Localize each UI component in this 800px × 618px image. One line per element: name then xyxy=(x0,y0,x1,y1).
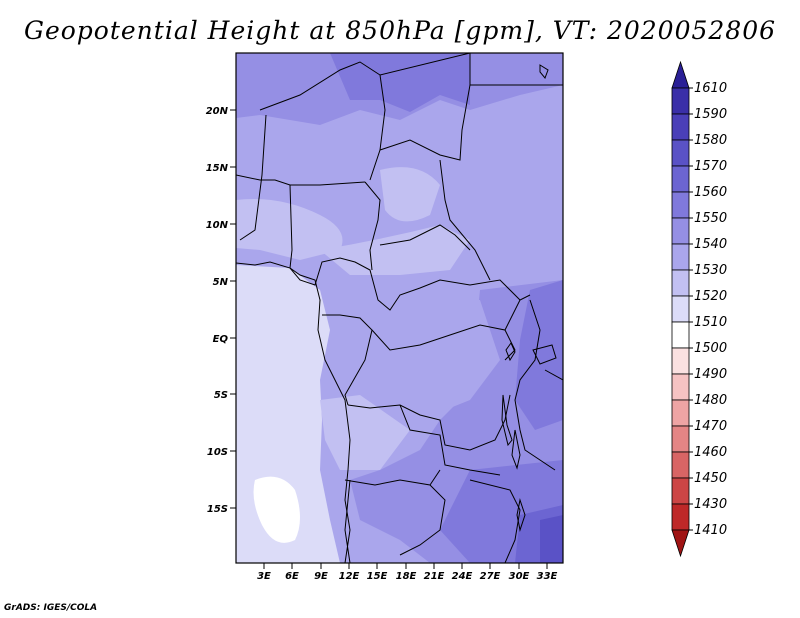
map-frame xyxy=(235,52,564,564)
colorbar-segment xyxy=(671,269,690,297)
lon-label: 6E xyxy=(285,571,299,582)
lat-label: 5S xyxy=(214,390,228,401)
colorbar-segment xyxy=(671,373,690,401)
colorbar-segment xyxy=(671,113,690,141)
colorbar-segment xyxy=(671,60,690,89)
colorbar-segment xyxy=(671,321,690,349)
colorbar-segment xyxy=(671,451,690,479)
colorbar-label: 1470 xyxy=(694,419,727,434)
colorbar-label: 1500 xyxy=(694,341,727,356)
colorbar: 1610 1590 1580 1570 1560 1550 1540 1530 1520 1510… xyxy=(671,60,727,558)
colorbar-segment xyxy=(671,165,690,193)
colorbar-segment xyxy=(671,425,690,453)
colorbar-label: 1580 xyxy=(694,133,727,148)
colorbar-segment xyxy=(671,477,690,505)
colorbar-segment xyxy=(671,503,690,531)
colorbar-label: 1610 xyxy=(694,81,727,96)
lon-label: 33E xyxy=(537,571,558,582)
lon-label: 9E xyxy=(314,571,328,582)
colorbar-label: 1540 xyxy=(694,237,727,252)
colorbar-label: 1550 xyxy=(694,211,727,226)
colorbar-label: 1530 xyxy=(694,263,727,278)
lon-axis xyxy=(263,563,548,569)
map-title: Geopotential Height at 850hPa [gpm], VT:… xyxy=(23,16,777,45)
colorbar-segment xyxy=(671,217,690,245)
lat-label: EQ xyxy=(213,334,229,345)
colorbar-label: 1510 xyxy=(694,315,727,330)
colorbar-label: 1570 xyxy=(694,159,727,174)
country-boundaries xyxy=(236,53,563,563)
colorbar-label: 1430 xyxy=(694,497,727,512)
colorbar-segment xyxy=(671,529,690,558)
colorbar-label: 1460 xyxy=(694,445,727,460)
colorbar-segment xyxy=(671,139,690,167)
colorbar-segment xyxy=(671,399,690,427)
lon-label: 12E xyxy=(339,571,360,582)
colorbar-label: 1490 xyxy=(694,367,727,382)
colorbar-segment xyxy=(671,347,690,375)
colorbar-label: 1410 xyxy=(694,523,727,538)
lon-label: 18E xyxy=(396,571,417,582)
lat-label: 5N xyxy=(213,277,229,288)
lat-label: 10S xyxy=(207,447,228,458)
lat-axis xyxy=(230,109,236,509)
lat-label: 15S xyxy=(207,504,228,515)
lat-label: 10N xyxy=(206,220,229,231)
colorbar-label: 1450 xyxy=(694,471,727,486)
lat-label: 15N xyxy=(206,163,229,174)
contour-field xyxy=(236,53,563,563)
credit-label: GrADS: IGES/COLA xyxy=(4,603,98,613)
colorbar-segment xyxy=(671,191,690,219)
lon-label: 3E xyxy=(257,571,271,582)
lon-label: 21E xyxy=(424,571,445,582)
lat-label: 20N xyxy=(206,106,229,117)
lon-label: 15E xyxy=(367,571,388,582)
colorbar-label: 1560 xyxy=(694,185,727,200)
lon-label: 27E xyxy=(480,571,501,582)
colorbar-segment xyxy=(671,243,690,271)
colorbar-segment xyxy=(671,295,690,323)
colorbar-label: 1480 xyxy=(694,393,727,408)
colorbar-segment xyxy=(671,87,690,115)
lon-label: 24E xyxy=(452,571,473,582)
colorbar-label: 1590 xyxy=(694,107,727,122)
colorbar-label: 1520 xyxy=(694,289,727,304)
lon-label: 30E xyxy=(509,571,530,582)
